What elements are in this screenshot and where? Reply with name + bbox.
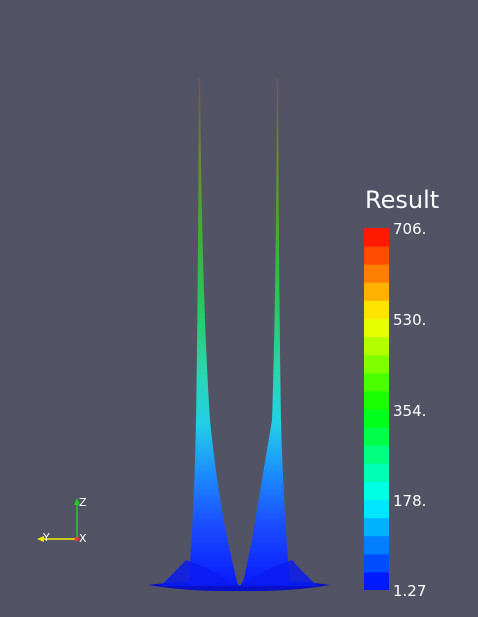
colorbar-band <box>364 390 389 410</box>
z-axis-label: Z <box>79 496 87 509</box>
colorbar-band <box>364 553 389 573</box>
colorbar-tick-min: 1.27 <box>393 582 427 600</box>
colorbar-band <box>364 228 389 247</box>
colorbar-band <box>364 499 389 519</box>
colorbar-title: Result <box>365 186 440 214</box>
right-spike <box>242 78 290 586</box>
y-axis-arrow <box>37 536 44 542</box>
colorbar-tick-max: 706. <box>393 220 427 238</box>
colorbar-band <box>364 336 389 356</box>
colorbar-band <box>364 246 389 265</box>
colorbar-band <box>364 264 389 283</box>
orientation-axes: Z Y X <box>37 496 87 545</box>
x-axis-label: X <box>79 532 87 545</box>
left-spike <box>188 78 238 586</box>
colorbar <box>364 228 389 590</box>
colorbar-band <box>364 318 389 338</box>
colorbar-band <box>364 445 389 464</box>
y-axis-label: Y <box>42 531 50 544</box>
colorbar-tick: 178. <box>393 492 427 510</box>
z-axis-arrow <box>74 498 80 505</box>
colorbar-band <box>364 517 389 537</box>
colorbar-band <box>364 354 389 374</box>
colorbar-band <box>364 300 389 319</box>
colorbar-band <box>364 463 389 482</box>
x-axis-dot <box>75 537 79 541</box>
colorbar-tick: 354. <box>393 402 427 420</box>
colorbar-band <box>364 372 389 392</box>
colorbar-band <box>364 409 389 428</box>
colorbar-band <box>364 282 389 301</box>
colorbar-tick: 530. <box>393 311 427 329</box>
colorbar-band <box>364 571 389 590</box>
colorbar-band <box>364 481 389 500</box>
colorbar-band <box>364 535 389 555</box>
colorbar-band <box>364 427 389 446</box>
